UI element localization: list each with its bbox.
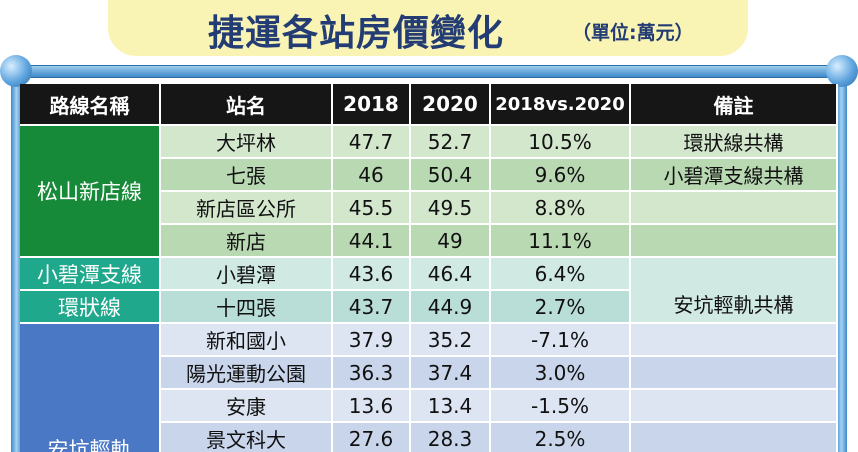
- price-2020: 44.9: [411, 291, 491, 324]
- price-change: 8.8%: [491, 192, 631, 225]
- remark-cell: [631, 423, 838, 452]
- price-2020: 13.4: [411, 390, 491, 423]
- price-2020: 46.4: [411, 258, 491, 291]
- price-change: 2.5%: [491, 423, 631, 452]
- price-2020: 37.4: [411, 357, 491, 390]
- price-table: 路線名稱 站名 2018 2020 2018vs.2020 備註 松山新店線 小…: [20, 84, 838, 452]
- line-circular: 環狀線: [20, 291, 161, 324]
- station-name: 小碧潭: [161, 258, 333, 291]
- price-2020: 49: [411, 225, 491, 258]
- station-name: 安康: [161, 390, 333, 423]
- price-change: -7.1%: [491, 324, 631, 357]
- remark-cell: [631, 390, 838, 423]
- remark-cell: [631, 324, 838, 357]
- price-change: -1.5%: [491, 390, 631, 423]
- price-2020: 50.4: [411, 159, 491, 192]
- station-name: 十四張: [161, 291, 333, 324]
- price-2018: 27.6: [333, 423, 411, 452]
- remark-cell: 環狀線共構: [631, 126, 838, 159]
- price-2018: 13.6: [333, 390, 411, 423]
- line-ankeng: 安坑輕軌: [20, 324, 161, 452]
- station-name: 新店: [161, 225, 333, 258]
- station-name: 七張: [161, 159, 333, 192]
- remark-cell: 小碧潭支線共構: [631, 159, 838, 192]
- price-2020: 49.5: [411, 192, 491, 225]
- station-name: 景文科大: [161, 423, 333, 452]
- station-name: 陽光運動公園: [161, 357, 333, 390]
- price-2018: 45.5: [333, 192, 411, 225]
- header-2018: 2018: [333, 84, 411, 126]
- unit-label: （單位:萬元）: [572, 22, 694, 44]
- header-change: 2018vs.2020: [491, 84, 631, 126]
- price-2018: 43.7: [333, 291, 411, 324]
- remark-cell: [631, 357, 838, 390]
- price-2018: 44.1: [333, 225, 411, 258]
- price-2018: 46: [333, 159, 411, 192]
- price-2018: 43.6: [333, 258, 411, 291]
- price-change: 10.5%: [491, 126, 631, 159]
- header-remark: 備註: [631, 84, 838, 126]
- header-station: 站名: [161, 84, 333, 126]
- hanging-rail: [14, 65, 842, 78]
- price-2018: 47.7: [333, 126, 411, 159]
- header-2020: 2020: [411, 84, 491, 126]
- price-2020: 35.2: [411, 324, 491, 357]
- price-change: 9.6%: [491, 159, 631, 192]
- right-pole: [836, 80, 847, 452]
- header-line: 路線名稱: [20, 84, 161, 126]
- price-change: 3.0%: [491, 357, 631, 390]
- right-rail-knob: [826, 55, 858, 87]
- price-change: 2.7%: [491, 291, 631, 324]
- station-name: 大坪林: [161, 126, 333, 159]
- price-2020: 28.3: [411, 423, 491, 452]
- left-rail-knob: [0, 55, 32, 87]
- remark-cell: [631, 192, 838, 225]
- title-banner: [108, 0, 748, 56]
- line-songshan: 松山新店線: [20, 126, 161, 258]
- station-name: 新和國小: [161, 324, 333, 357]
- price-2018: 37.9: [333, 324, 411, 357]
- remark-cell-merged: 安坑輕軌共構: [631, 258, 838, 324]
- price-change: 6.4%: [491, 258, 631, 291]
- page-title: 捷運各站房價變化: [208, 13, 505, 54]
- station-name: 新店區公所: [161, 192, 333, 225]
- price-2018: 36.3: [333, 357, 411, 390]
- price-2020: 52.7: [411, 126, 491, 159]
- left-pole: [11, 80, 22, 452]
- remark-cell: [631, 225, 838, 258]
- price-change: 11.1%: [491, 225, 631, 258]
- line-xiaobitan: 小碧潭支線: [20, 258, 161, 291]
